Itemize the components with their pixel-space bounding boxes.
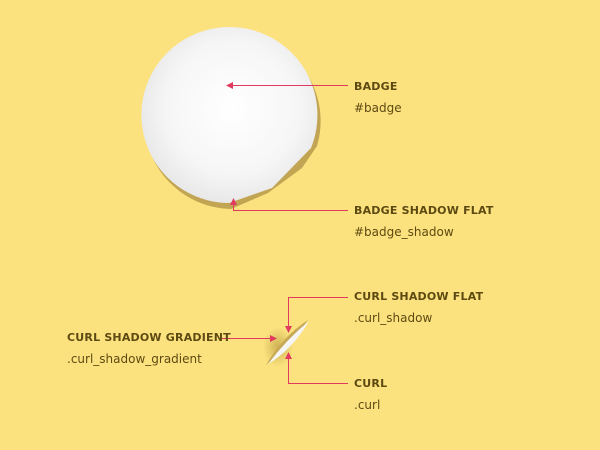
badge-label-selector: #badge	[354, 101, 402, 115]
badge-shadow-leader-line	[233, 202, 348, 211]
badge-arrowhead	[226, 82, 233, 89]
curl-shape	[268, 321, 309, 364]
curl-shadow-gradient-label: CURL SHADOW GRADIENT .curl_shadow_gradie…	[67, 331, 231, 366]
badge-shadow-label-selector: #badge_shadow	[354, 225, 454, 239]
curl-shadow-label: CURL SHADOW FLAT .curl_shadow	[354, 290, 483, 325]
badge-label: BADGE #badge	[354, 80, 402, 115]
curl-shadow-gradient-label-title: CURL SHADOW GRADIENT	[67, 331, 231, 344]
curl-shadow-label-title: CURL SHADOW FLAT	[354, 290, 484, 303]
curl-label-selector: .curl	[354, 398, 381, 412]
badge-label-title: BADGE	[354, 80, 398, 93]
curl-shadow-gradient-label-selector: .curl_shadow_gradient	[67, 352, 202, 366]
curl-leader-line	[288, 356, 348, 384]
curl-shadow-label-selector: .curl_shadow	[354, 311, 433, 325]
curl-shadow-gradient-arrowhead	[270, 335, 277, 342]
badge-shape	[141, 27, 318, 203]
badge-shadow-label-title: BADGE SHADOW FLAT	[354, 204, 494, 217]
curl-label-title: CURL	[354, 377, 388, 390]
curl-label: CURL .curl	[354, 377, 387, 412]
badge-shadow-arrowhead	[230, 198, 237, 205]
curl-shadow-arrowhead	[285, 326, 292, 333]
badge-shadow-label: BADGE SHADOW FLAT #badge_shadow	[354, 204, 494, 239]
curl-shadow-leader-line	[288, 297, 348, 329]
curl-arrowhead	[285, 352, 292, 359]
